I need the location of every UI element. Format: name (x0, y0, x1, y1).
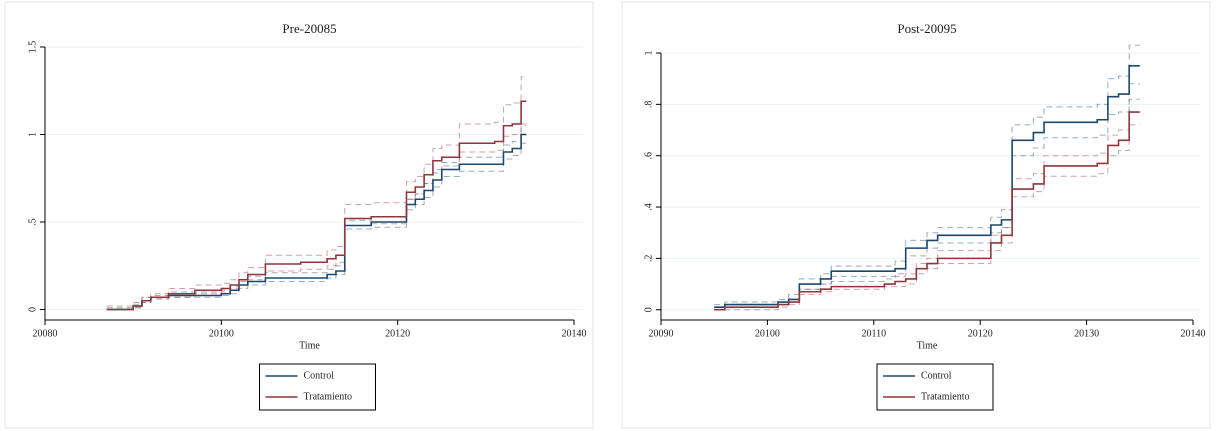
y-tick-label: .8 (643, 101, 654, 109)
legend-label: Control (921, 370, 952, 381)
x-tick-label: 20120 (968, 328, 993, 339)
legend-box (259, 363, 376, 411)
y-tick-label: 1.5 (27, 41, 38, 54)
y-tick-label: 0 (27, 307, 38, 312)
panel (621, 1, 1211, 429)
chart-title: Pre-20085 (282, 21, 336, 36)
x-tick-label: 20090 (649, 328, 674, 339)
step-line (714, 111, 1140, 311)
legend-box (876, 363, 994, 411)
x-tick-label: 20120 (385, 328, 410, 339)
x-tick-label: 20140 (562, 328, 587, 339)
legend-label: Control (304, 370, 335, 381)
y-tick-label: .6 (643, 152, 654, 160)
step-line (714, 65, 1140, 308)
ci-band-lower (106, 123, 527, 310)
legend-label: Tratamiento (921, 391, 970, 402)
y-tick-label: .5 (27, 218, 38, 226)
x-tick-label: 20100 (209, 328, 234, 339)
ci-band-upper (714, 44, 1140, 306)
x-tick-label: 20110 (861, 328, 886, 339)
x-tick-label: 20130 (1074, 328, 1099, 339)
panel (4, 1, 594, 429)
chart-title: Post-20095 (897, 21, 956, 36)
x-tick-label: 20080 (33, 328, 58, 339)
x-tick-label: 20140 (1181, 328, 1206, 339)
legend-label: Tratamiento (304, 391, 353, 402)
y-tick-label: 0 (643, 307, 654, 312)
x-axis-label: Time (299, 340, 320, 351)
y-tick-label: 1 (643, 51, 654, 56)
y-tick-label: .2 (643, 255, 654, 263)
x-tick-label: 20100 (755, 328, 780, 339)
step-line (106, 100, 527, 311)
y-tick-label: 1 (27, 132, 38, 137)
y-tick-label: .4 (643, 203, 654, 211)
x-axis-label: Time (917, 340, 938, 351)
